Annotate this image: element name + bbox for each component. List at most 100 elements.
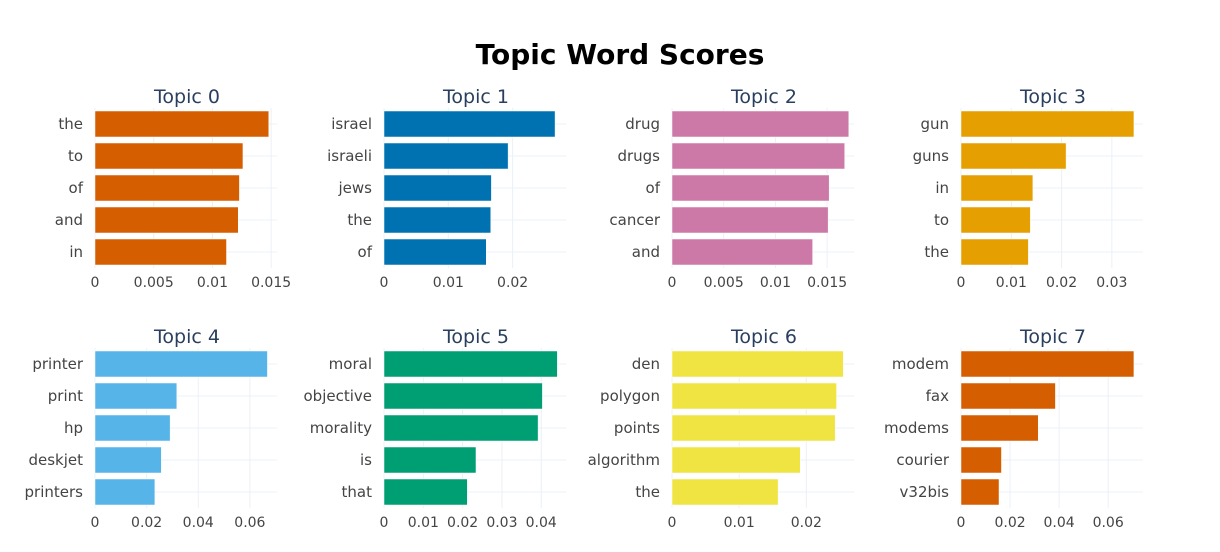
- x-tick-label: 0: [668, 275, 677, 291]
- x-tick-label: 0.03: [486, 515, 517, 531]
- category-label: printer: [32, 355, 83, 373]
- bar: [383, 142, 509, 170]
- x-tick-label: 0: [957, 515, 966, 531]
- bar: [383, 238, 487, 266]
- bar: [671, 446, 801, 474]
- category-label: algorithm: [588, 451, 660, 469]
- category-label: gun: [920, 115, 949, 133]
- x-tick-label: 0.01: [433, 275, 464, 291]
- category-label: of: [646, 179, 661, 197]
- bar: [94, 174, 240, 202]
- bar: [383, 206, 492, 234]
- x-tick-label: 0: [91, 515, 100, 531]
- chart-title: Topic Word Scores: [475, 38, 765, 71]
- bar: [671, 414, 836, 442]
- category-label: courier: [896, 451, 949, 469]
- x-tick-label: 0.01: [197, 275, 228, 291]
- category-label: guns: [913, 147, 950, 165]
- x-tick-label: 0: [957, 275, 966, 291]
- category-label: drug: [625, 115, 660, 133]
- category-label: is: [360, 451, 372, 469]
- category-label: in: [935, 179, 949, 197]
- subplot-title: Topic 3: [1019, 86, 1086, 108]
- bar: [94, 110, 270, 138]
- category-label: the: [347, 211, 372, 229]
- x-tick-label: 0.04: [1044, 515, 1075, 531]
- bar: [671, 142, 845, 170]
- category-label: hp: [64, 419, 83, 437]
- x-tick-label: 0.01: [996, 275, 1027, 291]
- category-label: morality: [310, 419, 372, 437]
- subplot-topic-4: printer print hp deskjet printers 0 0.02 0.04 0.…: [25, 326, 277, 531]
- bar: [94, 142, 244, 170]
- subplot-title: Topic 0: [153, 86, 220, 108]
- bar: [671, 382, 837, 410]
- category-label: modems: [884, 419, 949, 437]
- category-label: to: [68, 147, 83, 165]
- subplot-title: Topic 6: [730, 326, 797, 348]
- x-tick-label: 0.02: [994, 515, 1025, 531]
- subplot-topic-3: gun guns in to the 0 0.01 0.02 0.03 Topic 3: [913, 86, 1143, 291]
- category-label: israel: [331, 115, 372, 133]
- bar: [671, 238, 813, 266]
- category-label: v32bis: [900, 483, 950, 501]
- x-tick-label: 0.04: [526, 515, 557, 531]
- bar: [94, 414, 171, 442]
- x-tick-label: 0.015: [251, 275, 291, 291]
- bar: [94, 350, 268, 378]
- x-tick-label: 0.005: [704, 275, 744, 291]
- category-label: print: [48, 387, 83, 405]
- bar: [94, 382, 178, 410]
- category-label: objective: [304, 387, 373, 405]
- category-label: deskjet: [28, 451, 83, 469]
- x-tick-label: 0.02: [447, 515, 478, 531]
- x-tick-label: 0.02: [791, 515, 822, 531]
- subplot-topic-1: israel israeli jews the of 0 0.01 0.02 Topic 1: [327, 86, 566, 291]
- x-tick-label: 0.06: [234, 515, 265, 531]
- subplot-topic-6: den polygon points algorithm the 0 0.01 0.02 Top…: [588, 326, 854, 531]
- subplot-topic-5: moral objective morality is that 0 0.01 0.02 0.0…: [304, 326, 566, 531]
- subplot-topic-7: modem fax modems courier v32bis 0 0.02 0.04 0.06…: [884, 326, 1143, 531]
- category-label: of: [358, 243, 373, 261]
- bar: [671, 206, 829, 234]
- bar: [960, 238, 1029, 266]
- category-label: the: [924, 243, 949, 261]
- x-tick-label: 0.06: [1093, 515, 1124, 531]
- category-label: printers: [25, 483, 84, 501]
- bar: [383, 414, 539, 442]
- category-label: cancer: [609, 211, 660, 229]
- category-label: that: [342, 483, 373, 501]
- x-tick-label: 0.04: [183, 515, 214, 531]
- bar: [671, 350, 844, 378]
- category-label: drugs: [617, 147, 660, 165]
- subplot-title: Topic 7: [1019, 326, 1086, 348]
- bar: [960, 174, 1034, 202]
- bar: [383, 174, 492, 202]
- category-label: the: [58, 115, 83, 133]
- bar: [960, 446, 1002, 474]
- bar: [383, 478, 468, 506]
- bar: [671, 174, 830, 202]
- category-label: polygon: [600, 387, 660, 405]
- category-label: modem: [892, 355, 949, 373]
- bar: [960, 110, 1135, 138]
- bar: [94, 478, 156, 506]
- category-label: and: [632, 243, 660, 261]
- x-tick-label: 0.02: [131, 515, 162, 531]
- category-label: fax: [926, 387, 949, 405]
- subplot-title: Topic 5: [442, 326, 509, 348]
- bar: [671, 110, 850, 138]
- subplot-topic-2: drug drugs of cancer and 0 0.005 0.01 0.015 Topic…: [609, 86, 854, 291]
- bar: [383, 446, 477, 474]
- x-tick-label: 0.03: [1096, 275, 1127, 291]
- bar: [383, 382, 543, 410]
- subplot-topic-0: the to of and in 0 0.005 0.01 0.015 Topic 0: [55, 86, 291, 291]
- subplot-title: Topic 2: [730, 86, 797, 108]
- bar: [960, 414, 1039, 442]
- x-tick-label: 0.02: [1046, 275, 1077, 291]
- bar: [960, 350, 1135, 378]
- x-tick-label: 0.01: [408, 515, 439, 531]
- x-tick-label: 0.005: [134, 275, 174, 291]
- category-label: and: [55, 211, 83, 229]
